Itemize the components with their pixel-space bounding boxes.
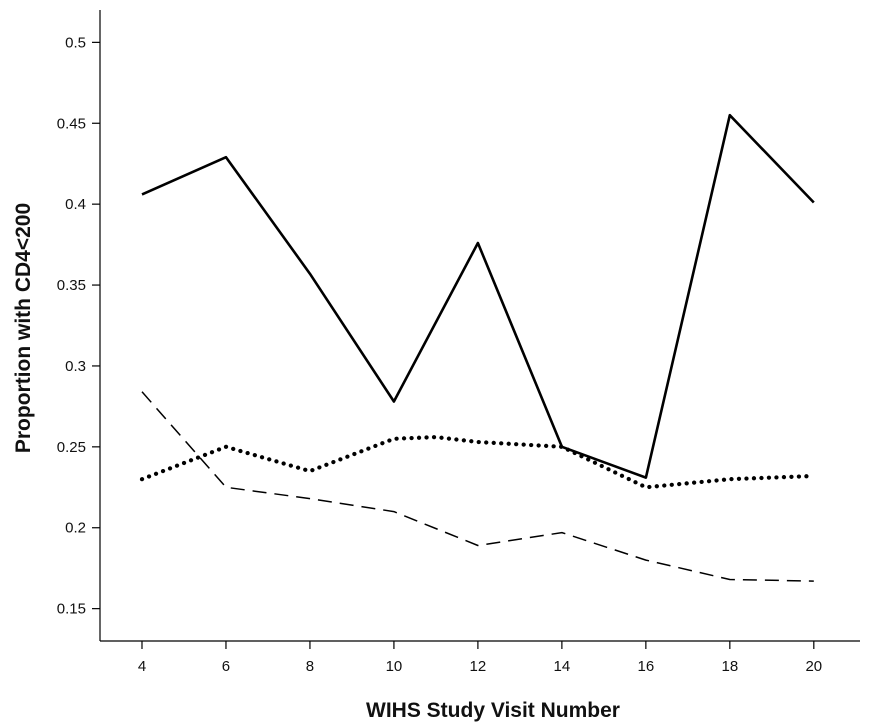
y-tick-label: 0.4 [65, 196, 86, 213]
x-tick-label: 10 [386, 658, 403, 675]
x-tick-label: 16 [638, 658, 655, 675]
x-tick-label: 12 [470, 658, 487, 675]
x-axis-ticks: 4 6 8 10 12 14 16 18 20 [138, 641, 822, 675]
axes: 0.15 0.2 0.25 0.3 0.35 0.4 0.45 0.5 4 6 8 10 12 14 16… [57, 10, 860, 675]
x-tick-label: 20 [805, 658, 822, 675]
y-tick-label: 0.15 [57, 601, 86, 618]
y-tick-label: 0.3 [65, 358, 86, 375]
series-layer [139, 113, 816, 582]
x-tick-label: 14 [554, 658, 571, 675]
y-tick-label: 0.35 [57, 277, 86, 294]
y-axis-ticks: 0.15 0.2 0.25 0.3 0.35 0.4 0.45 0.5 [57, 34, 100, 618]
x-tick-label: 6 [222, 658, 230, 675]
y-tick-label: 0.2 [65, 520, 86, 537]
x-tick-label: 8 [306, 658, 314, 675]
y-tick-label: 0.25 [57, 439, 86, 456]
x-tick-label: 18 [721, 658, 738, 675]
y-tick-label: 0.5 [65, 34, 86, 51]
y-axis-label: Proportion with CD4<200 [12, 203, 35, 453]
series-line-dashed [141, 391, 814, 582]
series-line-dotted [139, 435, 816, 490]
series-line-solid [141, 113, 815, 479]
x-tick-label: 4 [138, 658, 146, 675]
y-tick-label: 0.45 [57, 115, 86, 132]
x-axis-label: WIHS Study Visit Number [366, 699, 620, 722]
